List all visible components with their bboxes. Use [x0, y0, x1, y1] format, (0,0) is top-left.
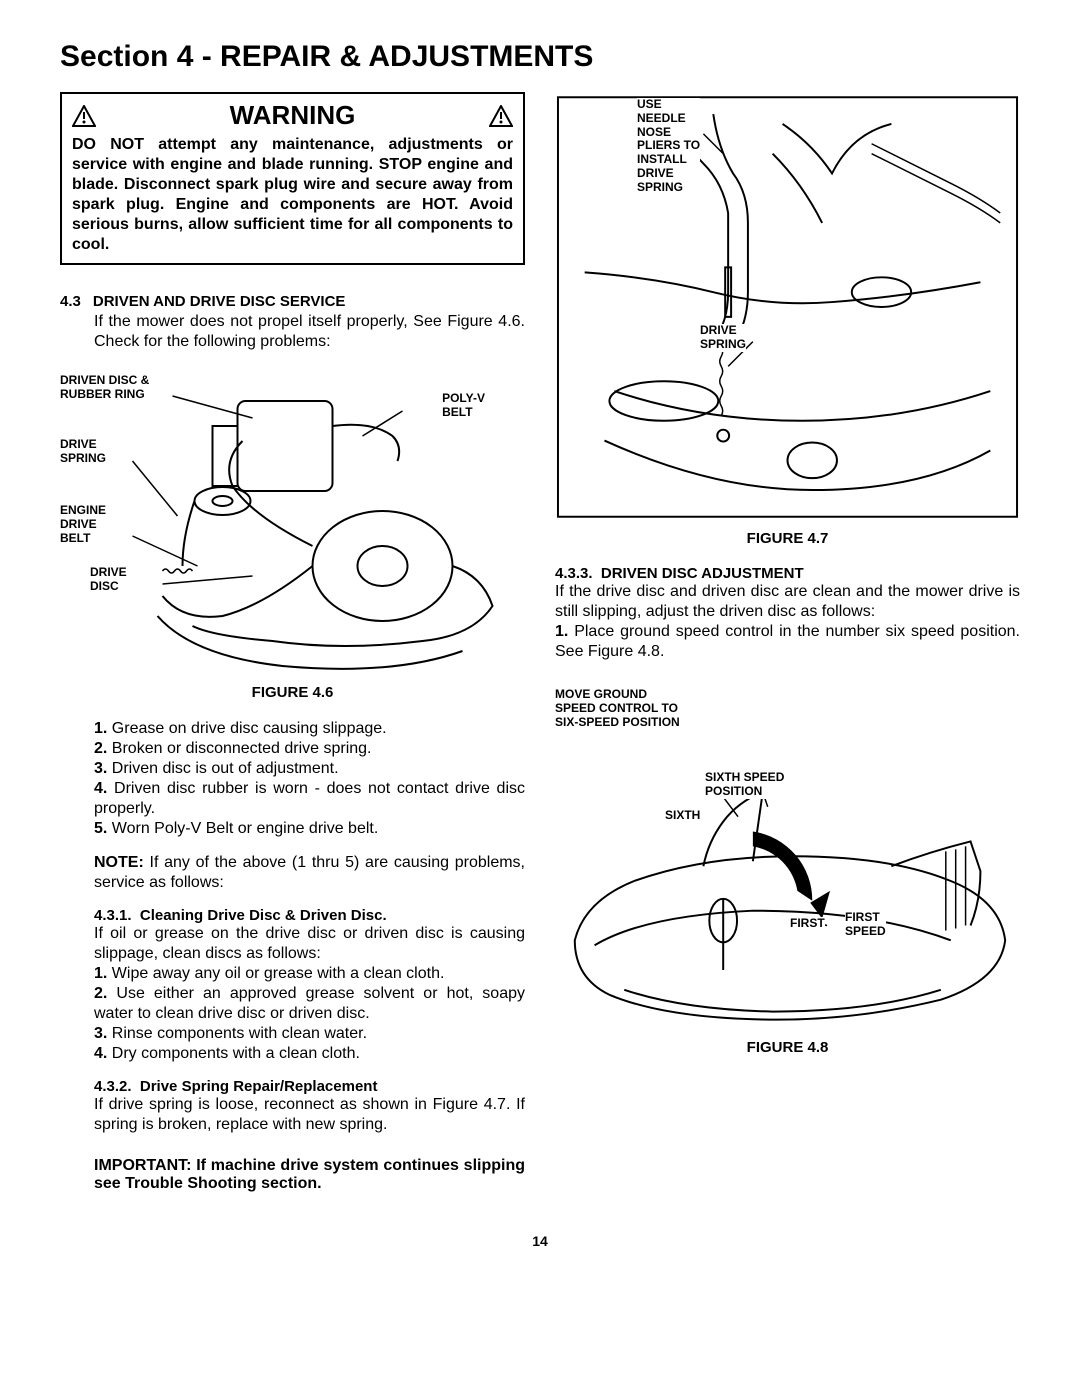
s431-step3: 3. Rinse components with clean water.	[94, 1024, 525, 1044]
warning-title: WARNING	[96, 100, 489, 131]
problem-1: 1. Grease on drive disc causing slippage…	[94, 719, 525, 739]
s431-step2: 2. Use either an approved grease solvent…	[94, 984, 525, 1024]
problem-4: 4. Driven disc rubber is worn - does not…	[94, 779, 525, 819]
fig48-label-sixth: SIXTH	[665, 809, 700, 823]
fig47-label-use-pliers: USE NEEDLE NOSE PLIERS TO INSTALL DRIVE …	[637, 98, 700, 195]
figure-4-6-caption: FIGURE 4.6	[60, 684, 525, 701]
warning-text: DO NOT attempt any maintenance, adjustme…	[72, 135, 513, 255]
s432-heading: 4.3.2. Drive Spring Repair/Replacement	[94, 1078, 525, 1095]
figure-4-8: SIXTH SPEED POSITION SIXTH FIRST FIRST S…	[555, 731, 1020, 1031]
fig48-label-sixth-pos: SIXTH SPEED POSITION	[705, 771, 784, 799]
subsection-title: DRIVEN AND DRIVE DISC SERVICE	[93, 293, 346, 310]
page: Section 4 - REPAIR & ADJUSTMENTS WARNING	[0, 0, 1080, 1289]
fig48-label-first-speed: FIRST SPEED	[845, 911, 886, 939]
warning-triangle-icon	[489, 105, 513, 127]
subsection-4-3-heading: 4.3 DRIVEN AND DRIVE DISC SERVICE	[60, 293, 525, 310]
important-note: IMPORTANT: If machine drive system conti…	[94, 1157, 525, 1193]
section-title: Section 4 - REPAIR & ADJUSTMENTS	[60, 40, 1020, 74]
right-column: USE NEEDLE NOSE PLIERS TO INSTALL DRIVE …	[555, 92, 1020, 1193]
fig46-label-driven-disc: DRIVEN DISC & RUBBER RING	[60, 374, 149, 402]
figure-4-8-drawing	[555, 731, 1020, 1031]
s433-step1: 1. Place ground speed control in the num…	[555, 622, 1020, 662]
figure-4-7-drawing	[555, 92, 1020, 522]
subsection-4-3-intro: If the mower does not propel itself prop…	[94, 312, 525, 352]
s431-heading: 4.3.1. Cleaning Drive Disc & Driven Disc…	[94, 907, 525, 924]
s431-step4: 4. Dry components with a clean cloth.	[94, 1044, 525, 1064]
two-column-layout: WARNING DO NOT attempt any maintenance, …	[60, 92, 1020, 1193]
fig47-label-drive-spring: DRIVE SPRING	[700, 324, 746, 352]
subsection-4-3-2: 4.3.2. Drive Spring Repair/Replacement I…	[94, 1078, 525, 1135]
problem-2: 2. Broken or disconnected drive spring.	[94, 739, 525, 759]
s431-intro: If oil or grease on the drive disc or dr…	[94, 924, 525, 964]
page-number: 14	[60, 1233, 1020, 1249]
s431-step1: 1. Wipe away any oil or grease with a cl…	[94, 964, 525, 984]
fig46-label-drive-disc: DRIVE DISC	[90, 566, 127, 594]
subsection-4-3-3: 4.3.3. DRIVEN DISC ADJUSTMENT If the dri…	[555, 565, 1020, 662]
fig46-label-engine-belt: ENGINE DRIVE BELT	[60, 504, 106, 545]
problem-5: 5. Worn Poly-V Belt or engine drive belt…	[94, 819, 525, 839]
left-column: WARNING DO NOT attempt any maintenance, …	[60, 92, 525, 1193]
fig48-label-first: FIRST	[790, 917, 825, 931]
subsection-number: 4.3	[60, 293, 81, 310]
subsection-4-3-1: 4.3.1. Cleaning Drive Disc & Driven Disc…	[94, 907, 525, 1064]
figure-4-7: USE NEEDLE NOSE PLIERS TO INSTALL DRIVE …	[555, 92, 1020, 522]
warning-triangle-icon	[72, 105, 96, 127]
fig48-label-move-ground: MOVE GROUND SPEED CONTROL TO SIX-SPEED P…	[555, 688, 1020, 729]
note-text: NOTE: If any of the above (1 thru 5) are…	[94, 853, 525, 893]
s433-heading: 4.3.3. DRIVEN DISC ADJUSTMENT	[555, 565, 1020, 582]
warning-title-row: WARNING	[72, 100, 513, 131]
fig46-label-polyv: POLY-V BELT	[442, 392, 485, 420]
figure-4-6: DRIVEN DISC & RUBBER RING POLY-V BELT DR…	[60, 366, 525, 676]
s433-intro: If the drive disc and driven disc are cl…	[555, 582, 1020, 622]
problem-list: 1. Grease on drive disc causing slippage…	[94, 719, 525, 839]
fig46-label-drive-spring: DRIVE SPRING	[60, 438, 106, 466]
s432-text: If drive spring is loose, reconnect as s…	[94, 1095, 525, 1135]
figure-4-8-caption: FIGURE 4.8	[555, 1039, 1020, 1056]
warning-box: WARNING DO NOT attempt any maintenance, …	[60, 92, 525, 265]
figure-4-7-caption: FIGURE 4.7	[555, 530, 1020, 547]
problem-3: 3. Driven disc is out of adjustment.	[94, 759, 525, 779]
